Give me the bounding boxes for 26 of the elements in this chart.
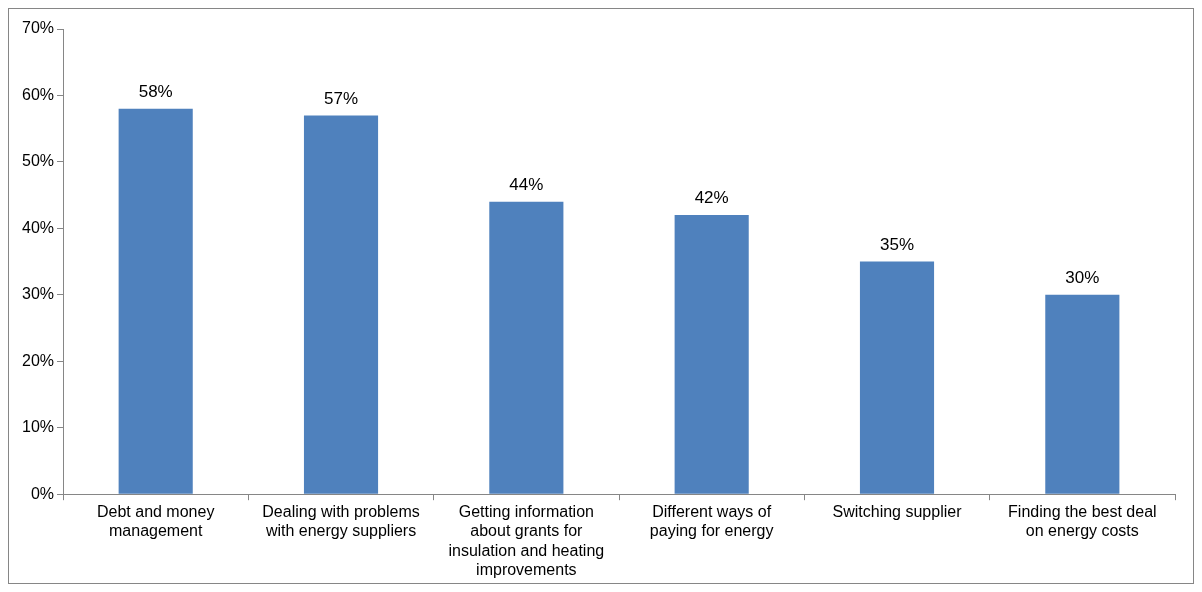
bar bbox=[674, 215, 749, 494]
data-label: 58% bbox=[138, 81, 173, 101]
x-tick-label: Finding the best deal on energy costs bbox=[1008, 503, 1157, 540]
data-label: 30% bbox=[1065, 268, 1100, 288]
x-tick-label: Different ways of paying for energy bbox=[649, 503, 774, 540]
data-label: 42% bbox=[694, 188, 729, 208]
x-tick-label: Switching supplier bbox=[832, 503, 963, 521]
bar bbox=[489, 201, 564, 494]
bar bbox=[118, 108, 193, 494]
x-tick-label: Getting information about grants for insulation and heating improvements bbox=[448, 503, 605, 578]
y-tick-label: 70% bbox=[21, 19, 55, 37]
y-tick-label: 20% bbox=[21, 351, 55, 369]
y-tick-label: 60% bbox=[21, 85, 55, 103]
y-tick-label: 30% bbox=[21, 285, 55, 303]
y-tick-label: 10% bbox=[21, 418, 55, 436]
x-tick-label: Debt and money management bbox=[96, 503, 215, 540]
bar bbox=[1045, 294, 1120, 494]
y-tick-label: 40% bbox=[21, 218, 55, 236]
y-tick-label: 0% bbox=[30, 484, 55, 502]
y-tick-label: 50% bbox=[21, 152, 55, 170]
x-tick-label: Dealing with problems with energy suppliers bbox=[262, 503, 420, 540]
bar bbox=[859, 261, 935, 494]
data-label: 35% bbox=[879, 234, 915, 254]
data-label: 57% bbox=[324, 88, 359, 108]
data-label: 44% bbox=[509, 174, 544, 194]
bar bbox=[303, 115, 379, 494]
